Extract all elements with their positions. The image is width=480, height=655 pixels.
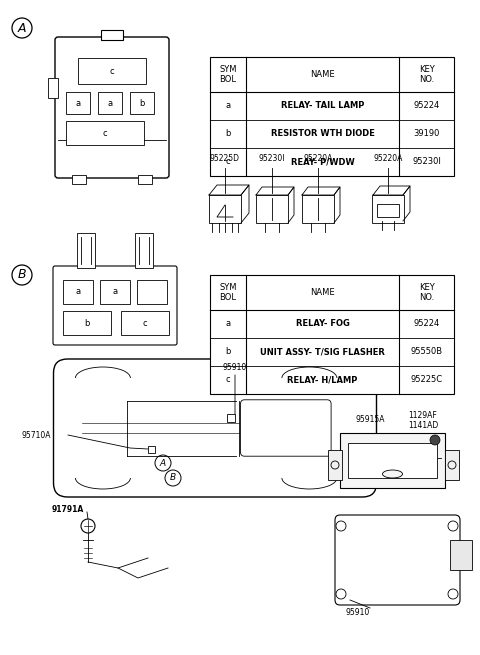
Text: RESISTOR WTH DIODE: RESISTOR WTH DIODE: [271, 130, 374, 138]
Text: c: c: [226, 157, 230, 166]
Bar: [66, 92, 90, 114]
Bar: [209, 195, 241, 223]
Bar: [340, 433, 445, 488]
Bar: [100, 280, 130, 304]
Text: c: c: [143, 318, 147, 328]
Text: 1129AF: 1129AF: [408, 411, 437, 419]
Text: RELAY- TAIL LAMP: RELAY- TAIL LAMP: [281, 102, 364, 111]
Text: b: b: [225, 130, 231, 138]
Text: KEY
NO.: KEY NO.: [419, 283, 434, 302]
Text: a: a: [226, 102, 230, 111]
Bar: [377, 204, 399, 217]
Text: NAME: NAME: [310, 70, 335, 79]
Text: 95910: 95910: [345, 608, 369, 617]
Text: a: a: [112, 288, 118, 297]
FancyBboxPatch shape: [240, 400, 331, 456]
Circle shape: [430, 435, 440, 445]
Text: B: B: [18, 269, 26, 282]
Text: 95915A: 95915A: [355, 415, 384, 424]
Ellipse shape: [383, 470, 403, 478]
Bar: [77, 233, 95, 268]
Text: SYM
BOL: SYM BOL: [219, 283, 237, 302]
Bar: [372, 195, 404, 223]
Bar: [210, 275, 454, 394]
Text: b: b: [225, 348, 231, 356]
Text: A: A: [18, 22, 26, 35]
Bar: [130, 92, 154, 114]
Text: a: a: [75, 98, 81, 107]
Bar: [121, 311, 169, 335]
Bar: [101, 30, 123, 40]
Text: 95224: 95224: [413, 102, 440, 111]
Bar: [78, 58, 146, 84]
Bar: [72, 175, 86, 184]
Text: 91791A: 91791A: [52, 506, 84, 514]
FancyBboxPatch shape: [335, 515, 460, 605]
Text: UNIT ASSY- T/SIG FLASHER: UNIT ASSY- T/SIG FLASHER: [260, 348, 385, 356]
FancyBboxPatch shape: [53, 266, 177, 345]
Text: NAME: NAME: [310, 288, 335, 297]
Bar: [135, 233, 153, 268]
Text: 95550B: 95550B: [410, 348, 443, 356]
Text: a: a: [226, 320, 230, 329]
Text: 95220A: 95220A: [303, 154, 333, 163]
Text: 95224: 95224: [413, 320, 440, 329]
FancyBboxPatch shape: [53, 359, 376, 497]
Bar: [66, 121, 144, 145]
Bar: [48, 77, 58, 98]
Text: 95710A: 95710A: [22, 430, 51, 440]
Text: 95220A: 95220A: [373, 154, 403, 163]
Bar: [348, 443, 437, 478]
Bar: [445, 450, 459, 480]
Text: REAY- P/WDW: REAY- P/WDW: [290, 157, 354, 166]
Bar: [148, 446, 155, 453]
Text: SYM
BOL: SYM BOL: [219, 65, 237, 84]
Text: c: c: [110, 67, 114, 75]
Bar: [328, 450, 342, 480]
Text: 95225D: 95225D: [210, 154, 240, 163]
Text: 1141AD: 1141AD: [408, 421, 438, 430]
Text: c: c: [226, 375, 230, 384]
Text: a: a: [75, 288, 81, 297]
Text: a: a: [108, 98, 113, 107]
Text: 95230I: 95230I: [412, 157, 441, 166]
Text: b: b: [139, 98, 144, 107]
Text: b: b: [84, 318, 90, 328]
Text: B: B: [170, 474, 176, 483]
Bar: [63, 311, 111, 335]
Circle shape: [81, 519, 95, 533]
Text: RELAY- FOG: RELAY- FOG: [296, 320, 349, 329]
Bar: [256, 195, 288, 223]
Bar: [63, 280, 93, 304]
Bar: [210, 57, 454, 176]
Text: 95910: 95910: [223, 364, 247, 373]
Bar: [137, 280, 167, 304]
Text: 95225C: 95225C: [410, 375, 443, 384]
Bar: [98, 92, 122, 114]
Bar: [138, 175, 152, 184]
Text: RELAY- H/LAMP: RELAY- H/LAMP: [288, 375, 358, 384]
Text: 95230I: 95230I: [259, 154, 285, 163]
Bar: [450, 540, 472, 570]
Bar: [302, 195, 334, 223]
Text: A: A: [160, 458, 166, 468]
Text: 39190: 39190: [413, 130, 440, 138]
Bar: [227, 414, 235, 422]
FancyBboxPatch shape: [55, 37, 169, 178]
Text: KEY
NO.: KEY NO.: [419, 65, 434, 84]
Text: c: c: [103, 128, 108, 138]
